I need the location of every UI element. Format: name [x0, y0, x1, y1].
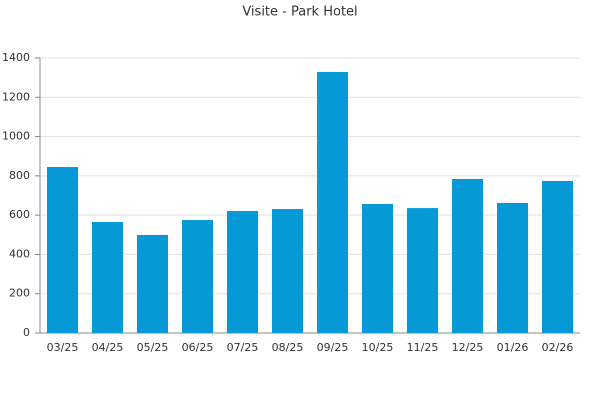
bar: [406, 208, 439, 333]
x-tick-label: 04/25: [92, 341, 124, 354]
bar: [271, 209, 304, 333]
y-tick-label: 0: [23, 326, 30, 339]
bar: [541, 180, 574, 333]
x-tick-label: 08/25: [272, 341, 304, 354]
x-tick-label: 12/25: [452, 341, 484, 354]
x-tick-label: 09/25: [317, 341, 349, 354]
x-tick-label: 05/25: [137, 341, 169, 354]
x-tick-label: 11/25: [407, 341, 439, 354]
x-tick-label: 07/25: [227, 341, 259, 354]
bar: [496, 202, 529, 333]
bar: [181, 220, 214, 333]
x-tick-label: 02/26: [542, 341, 574, 354]
bar: [226, 211, 259, 333]
y-tick-label: 400: [9, 247, 30, 260]
bar: [136, 234, 169, 333]
y-tick-label: 1000: [2, 130, 30, 143]
x-tick-label: 06/25: [182, 341, 214, 354]
x-tick-label: 01/26: [497, 341, 529, 354]
bar: [316, 71, 349, 334]
bar: [46, 167, 79, 333]
y-tick-label: 600: [9, 208, 30, 221]
bar: [91, 222, 124, 333]
x-tick-label: 10/25: [362, 341, 394, 354]
y-tick-label: 1200: [2, 90, 30, 103]
chart-title: Visite - Park Hotel: [242, 5, 357, 20]
bar: [451, 179, 484, 333]
bar: [361, 203, 394, 333]
x-tick-label: 03/25: [47, 341, 79, 354]
y-tick-label: 1400: [2, 51, 30, 64]
y-tick-label: 200: [9, 287, 30, 300]
y-tick-label: 800: [9, 169, 30, 182]
